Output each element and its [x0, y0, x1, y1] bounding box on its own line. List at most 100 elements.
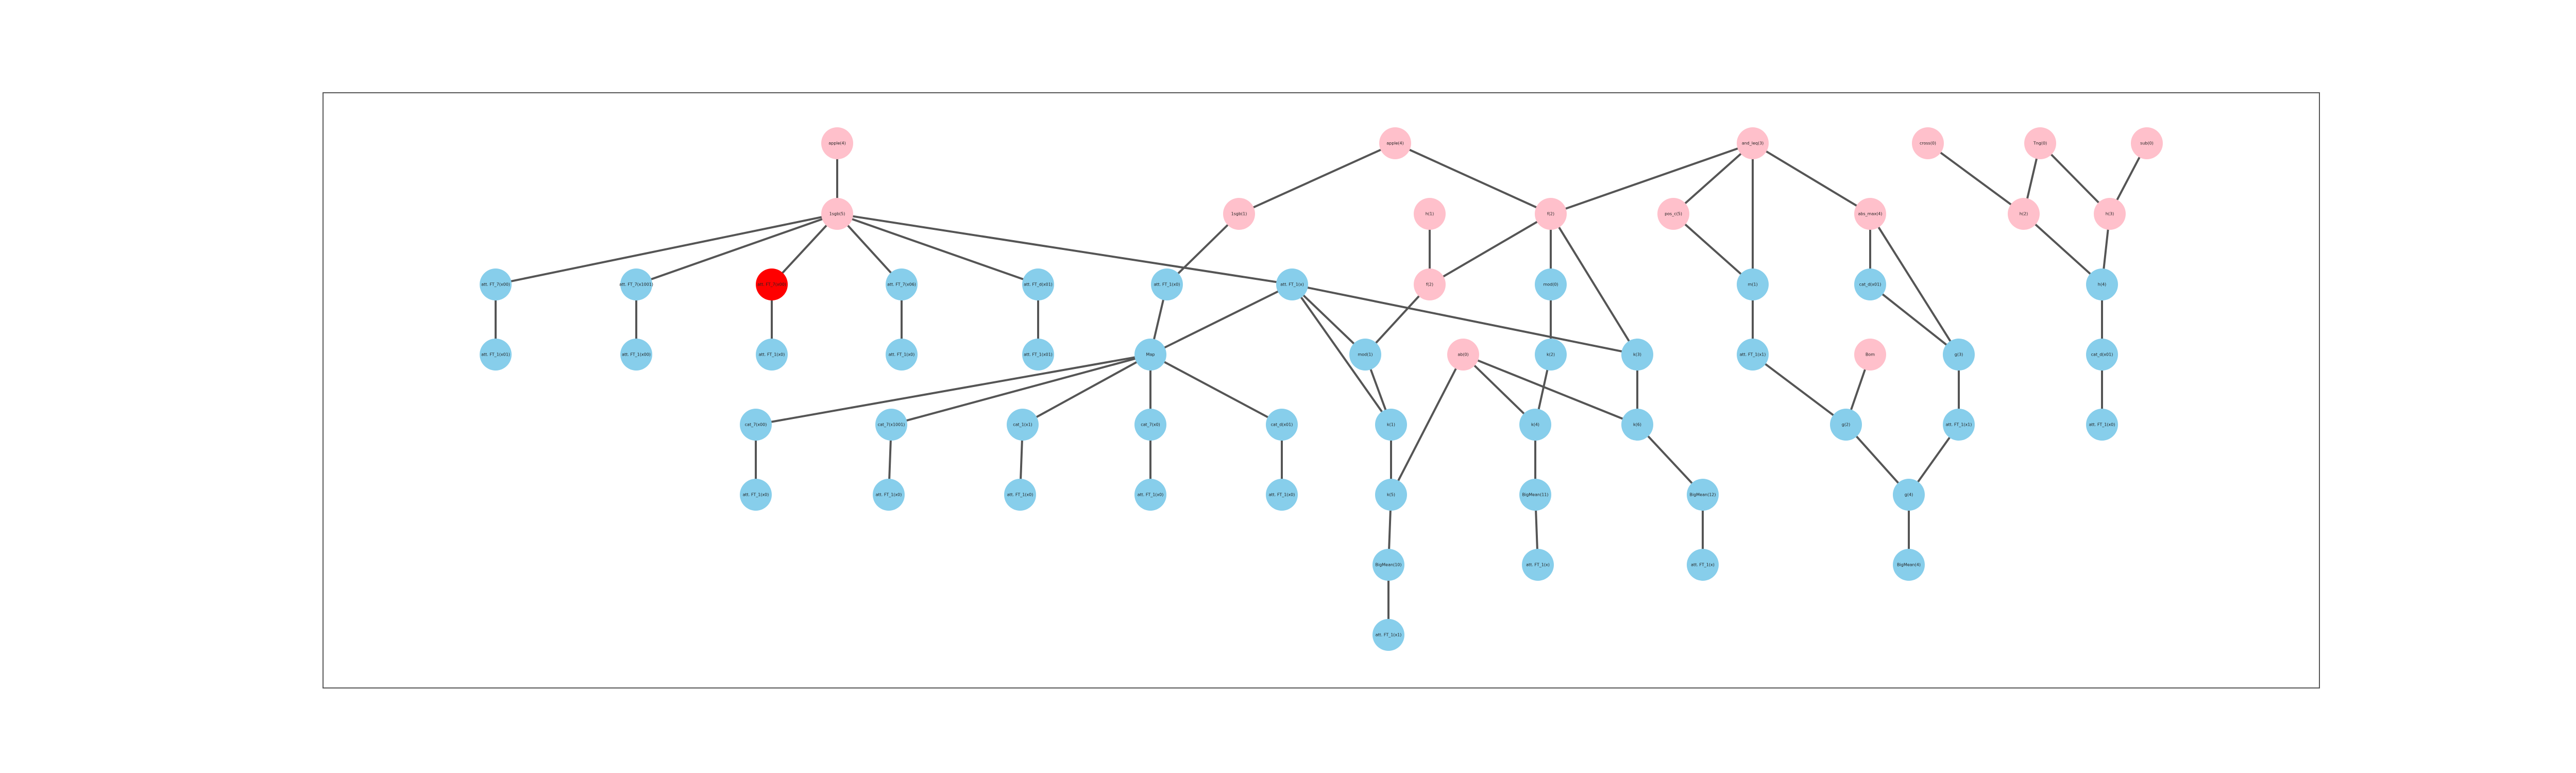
- graph-node: k(5): [1375, 479, 1407, 511]
- node-label: att. FT_1(x): [1526, 563, 1550, 567]
- node-label: att. FT_1(x1): [1376, 633, 1402, 637]
- node-label: g(2): [1842, 423, 1850, 427]
- node-label: att. FT_1(x1): [1946, 423, 1972, 427]
- node-circle: [1447, 339, 1479, 371]
- graph-node: att. FT_1(x0): [1151, 268, 1183, 300]
- node-label: pos_c(5): [1665, 212, 1682, 216]
- node-circle: [1372, 619, 1404, 651]
- node-circle: [1519, 479, 1551, 511]
- node-circle: [1687, 479, 1719, 511]
- node-circle: [1004, 479, 1036, 511]
- graph-node: att. FT_1(x00): [620, 339, 652, 371]
- graph-node: cat_7(x0): [1134, 409, 1166, 441]
- node-label: att. FT_1(x01): [1024, 352, 1053, 357]
- graph-node: h(2): [2008, 198, 2040, 230]
- edge-n_tng-n_h3: [2039, 142, 2111, 215]
- graph-node: att. FT_1(x01): [1022, 339, 1054, 371]
- node-label: BigMean(10): [1375, 563, 1401, 567]
- node-circle: [1912, 127, 1944, 159]
- graph-node: apple(4): [1379, 127, 1411, 159]
- graph-node: pos_c(5): [1657, 198, 1689, 230]
- edge-n_x2-n_k1: [1291, 283, 1392, 426]
- node-label: att. FT_1(x0): [2089, 423, 2115, 427]
- node-circle: [756, 268, 788, 300]
- graph-node: m(1): [1737, 268, 1769, 300]
- node-circle: [886, 339, 918, 371]
- node-label: mod(1): [1358, 352, 1372, 357]
- node-label: apple(4): [1386, 141, 1404, 146]
- graph-node: BigMean(11): [1519, 479, 1551, 511]
- graph-node: att. FT_1(x0): [756, 339, 788, 371]
- node-label: att. FT_1(x0): [759, 352, 785, 357]
- node-label: att. FT_1(x0): [889, 352, 915, 357]
- edge-n_k6-n_e3: [1636, 424, 1704, 496]
- graph-node: k(3): [1621, 339, 1653, 371]
- graph-node: att. FT_1(x0): [740, 479, 772, 511]
- node-circle: [2086, 409, 2118, 441]
- graph-node: cat_d(x01): [2086, 339, 2118, 371]
- node-circle: [1022, 339, 1054, 371]
- node-label: att. FT_1(x0): [743, 493, 769, 497]
- graph-node: att. FT_1(x0): [1134, 479, 1166, 511]
- graph-node: cat_1(x1): [1007, 409, 1039, 441]
- node-label: cat_d(x01): [2091, 352, 2113, 357]
- graph-node: g(4): [1893, 479, 1925, 511]
- node-label: k(5): [1387, 493, 1395, 497]
- node-circle: [1134, 339, 1166, 371]
- node-label: k(6): [1633, 423, 1641, 427]
- graph-node: cat_d(x01): [1266, 409, 1298, 441]
- graph-node: BigMean(4): [1893, 549, 1925, 581]
- graph-node: att. FT_7(x00): [480, 268, 512, 300]
- node-circle: [1737, 127, 1769, 159]
- edge-n_abs-n_g3: [1869, 213, 1960, 356]
- edge-n_ab-n_k6: [1463, 354, 1638, 426]
- graph-node: att. FT_1(x0): [1004, 479, 1036, 511]
- node-label: cat_7(x0): [1141, 423, 1160, 427]
- node-label: BigMean(11): [1522, 493, 1548, 497]
- node-label: and_leq(3): [1742, 141, 1764, 146]
- node-circle: [1854, 268, 1886, 300]
- edge-n_x2-n_map: [1150, 283, 1293, 356]
- edge-n_pos-n_m1: [1672, 213, 1754, 285]
- node-circle: [1854, 339, 1886, 371]
- graph-node: h(1): [1414, 198, 1446, 230]
- node-label: att. FT_7(x1001): [619, 282, 653, 287]
- node-label: cat_1(x1): [1013, 423, 1032, 427]
- graph-node: att. FT_1(x0): [1266, 479, 1298, 511]
- node-label: h(4): [2098, 282, 2106, 287]
- node-label: att. FT_1(x1): [1740, 352, 1766, 357]
- node-label: BigMean(12): [1689, 493, 1716, 497]
- node-label: att. FT_d(x01): [1024, 282, 1053, 287]
- node-label: g(4): [1905, 493, 1913, 497]
- graph-node: att. FT_1(x01): [480, 339, 512, 371]
- node-circle: [480, 339, 512, 371]
- node-label: mod(0): [1543, 282, 1558, 287]
- graph-node: att. FT_7(x1001): [619, 268, 653, 300]
- node-label: h(3): [2106, 212, 2114, 216]
- graph-node: Tng(0): [2024, 127, 2056, 159]
- edge-n_hub-n_a1: [495, 213, 838, 285]
- edge-n_f2-n_r1: [1429, 213, 1552, 285]
- node-circle: [1223, 198, 1255, 230]
- edge-n_hub-n_x2: [837, 213, 1293, 285]
- graph-node: apple(4): [821, 127, 853, 159]
- edge-n_apple2-n_sgb1: [1239, 142, 1396, 215]
- node-circle: [1151, 268, 1183, 300]
- graph-node: att. FT_1(x): [1687, 549, 1719, 581]
- node-circle: [480, 268, 512, 300]
- node-circle: [1379, 127, 1411, 159]
- node-label: ab(0): [1458, 352, 1468, 357]
- node-circle: [1414, 268, 1446, 300]
- edge-n_hub-n_red: [771, 213, 838, 285]
- node-circle: [740, 479, 772, 511]
- graph-node: att. FT_1(x1): [1372, 619, 1404, 651]
- graph-node: 1sgb(1): [1223, 198, 1255, 230]
- graph-node: cat_7(x00): [740, 409, 772, 441]
- node-circle: [1830, 409, 1862, 441]
- graph-node: cat_d(x01): [1854, 268, 1886, 300]
- node-label: Tng(0): [2033, 141, 2047, 146]
- graph-node: 1sgb(5): [821, 198, 853, 230]
- node-label: sub(0): [2140, 141, 2154, 146]
- graph-node: k(1): [1375, 409, 1407, 441]
